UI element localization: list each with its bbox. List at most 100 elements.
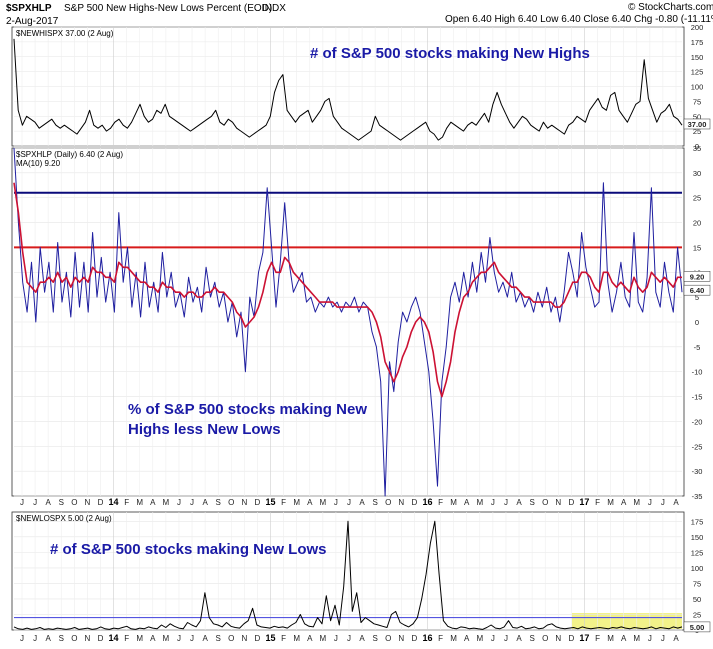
x-tick-label: D: [568, 498, 574, 507]
x-tick-label: S: [216, 634, 221, 643]
x-tick-label: J: [491, 634, 495, 643]
x-tick-label: M: [633, 634, 640, 643]
x-tick-label: D: [255, 498, 261, 507]
x-tick-label: O: [542, 634, 548, 643]
x-tick-label: J: [347, 634, 351, 643]
y-tick-label: 200: [691, 23, 704, 32]
hl-percent-annotation-line2: Highs less New Lows: [128, 421, 281, 438]
y-tick-label: 15: [693, 243, 701, 252]
x-tick-label: O: [385, 634, 391, 643]
x-tick-label: A: [359, 498, 365, 507]
x-tick-label: S: [372, 498, 377, 507]
hl-percent-last-tag-box: [683, 284, 711, 296]
y-tick-label: 75: [693, 579, 701, 588]
x-tick-label: M: [293, 634, 300, 643]
x-tick-label: A: [464, 634, 470, 643]
x-tick-label: O: [385, 498, 391, 507]
x-tick-label: 15: [266, 633, 276, 643]
x-tick-label: J: [33, 498, 37, 507]
x-tick-label: J: [190, 634, 194, 643]
x-tick-label: S: [529, 634, 534, 643]
y-tick-label: 25: [693, 610, 701, 619]
new-lows-panel-label: $NEWLOSPX 5.00 (2 Aug): [16, 514, 112, 523]
x-tick-label: D: [568, 634, 574, 643]
x-tick-label: O: [228, 634, 234, 643]
x-tick-label: 16: [422, 633, 432, 643]
x-tick-label: A: [621, 498, 627, 507]
x-tick-label: A: [359, 634, 365, 643]
y-tick-label: 100: [691, 564, 704, 573]
x-tick-label: J: [177, 634, 181, 643]
x-tick-label: J: [504, 498, 508, 507]
x-tick-label: J: [648, 634, 652, 643]
x-tick-label: A: [202, 498, 208, 507]
x-tick-label: A: [45, 634, 51, 643]
ma-last-tag: 9.20: [690, 272, 705, 281]
ma-panel-label: MA(10) 9.20: [16, 159, 61, 168]
brand-watermark: © StockCharts.com: [628, 2, 713, 13]
new-highs-annotation: # of S&P 500 stocks making New Highs: [310, 45, 590, 62]
x-tick-label: F: [281, 498, 286, 507]
y-tick-label: 75: [693, 97, 701, 106]
x-tick-label: J: [33, 634, 37, 643]
x-tick-label: 17: [579, 633, 589, 643]
x-tick-label: O: [542, 498, 548, 507]
chart-date: 2-Aug-2017: [6, 16, 59, 27]
new-highs-last-tag-box: [683, 118, 711, 130]
chart-title: S&P 500 New Highs-New Lows Percent (EOD): [64, 3, 272, 14]
new-lows-line: [13, 520, 683, 630]
x-tick-label: S: [529, 498, 534, 507]
x-tick-label: M: [136, 498, 143, 507]
x-tick-label: F: [595, 634, 600, 643]
new-lows-last-tag: 5.00: [690, 623, 705, 632]
x-tick-label: J: [334, 498, 338, 507]
y-tick-label: 50: [693, 595, 701, 604]
x-tick-label: D: [412, 498, 418, 507]
x-tick-label: J: [661, 634, 665, 643]
x-tick-label: S: [59, 634, 64, 643]
x-tick-label: A: [45, 498, 51, 507]
x-tick-label: F: [281, 634, 286, 643]
new-highs-last-tag: 37.00: [688, 120, 707, 129]
x-tick-label: F: [124, 634, 129, 643]
x-tick-label: J: [347, 498, 351, 507]
y-tick-label: -20: [692, 417, 703, 426]
y-tick-label: -10: [692, 368, 703, 377]
y-tick-label: 35: [693, 144, 701, 153]
y-tick-label: 25: [693, 127, 701, 136]
y-tick-label: 100: [691, 83, 704, 92]
x-tick-label: A: [307, 498, 313, 507]
x-tick-label: F: [595, 498, 600, 507]
exchange-label: INDX: [262, 3, 286, 14]
recent-lows-highlight: [572, 613, 682, 629]
x-tick-label: N: [241, 634, 247, 643]
new-highs-line: [13, 38, 683, 141]
x-tick-label: 16: [422, 497, 432, 507]
x-tick-label: J: [504, 634, 508, 643]
x-tick-label: J: [20, 634, 24, 643]
new-lows-last-tag-box: [683, 621, 711, 633]
y-tick-label: 125: [691, 68, 704, 77]
x-tick-label: M: [163, 634, 170, 643]
x-tick-label: N: [398, 634, 404, 643]
x-tick-label: J: [334, 634, 338, 643]
x-tick-label: J: [20, 498, 24, 507]
x-tick-label: A: [516, 498, 522, 507]
x-tick-label: F: [124, 498, 129, 507]
x-tick-label: A: [516, 634, 522, 643]
x-tick-label: 15: [266, 497, 276, 507]
y-tick-label: -5: [694, 343, 701, 352]
y-tick-label: 5: [695, 293, 699, 302]
y-tick-label: -35: [692, 492, 703, 501]
hl-percent-annotation: % of S&P 500 stocks making New Highs les…: [128, 401, 371, 438]
y-tick-label: -25: [692, 442, 703, 451]
y-tick-label: 30: [693, 169, 701, 178]
ohlc-readout: Open 6.40 High 6.40 Low 6.40 Close 6.40 …: [445, 14, 713, 25]
x-tick-label: N: [555, 498, 561, 507]
x-tick-label: N: [241, 498, 247, 507]
x-tick-label: J: [661, 498, 665, 507]
x-tick-label: J: [190, 498, 194, 507]
y-tick-label: 175: [691, 517, 704, 526]
x-tick-label: D: [412, 634, 418, 643]
